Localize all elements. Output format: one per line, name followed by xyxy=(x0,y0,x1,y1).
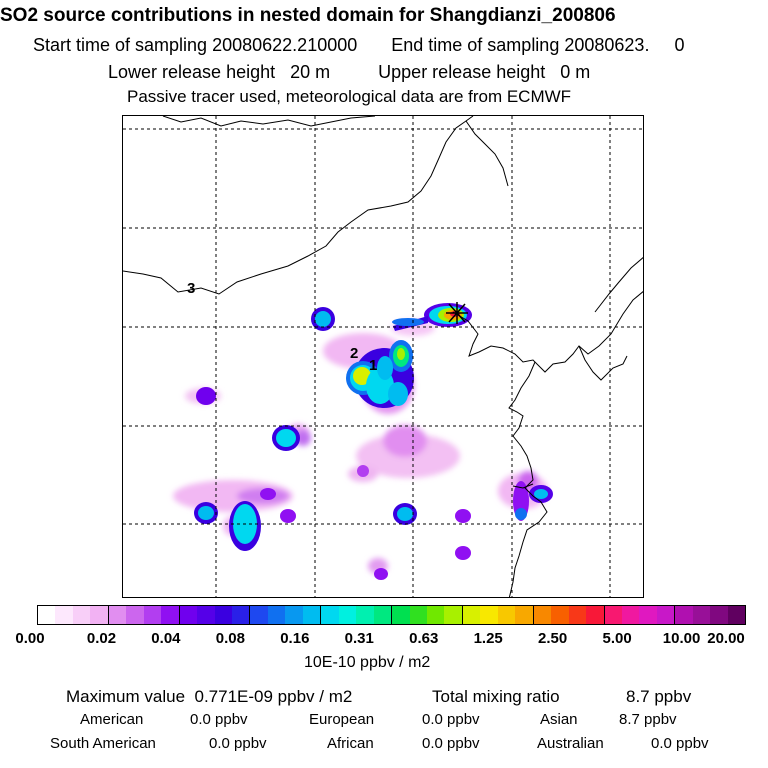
legend-swatch xyxy=(321,606,339,624)
end-label: End time of sampling xyxy=(391,35,560,55)
max-label: Maximum value xyxy=(66,687,186,706)
legend-swatch xyxy=(143,606,162,624)
page-title: SO2 source contributions in nested domai… xyxy=(0,5,616,26)
legend-swatch xyxy=(231,606,251,624)
legend-swatch xyxy=(55,606,73,624)
start-label: Start time of sampling xyxy=(33,35,208,55)
legend-swatch xyxy=(444,606,463,624)
tracer-note: Passive tracer used, meteorological data… xyxy=(127,87,572,106)
legend-swatch xyxy=(586,606,605,624)
lower-value: 20 m xyxy=(290,62,331,82)
max-value-row: Maximum value 0.771E-09 ppbv / m2 xyxy=(66,688,352,705)
legend-tick-label: 20.00 xyxy=(707,630,745,647)
legend-tick-label: 10.00 xyxy=(662,630,701,647)
legend-swatch xyxy=(727,606,746,624)
legend-swatch xyxy=(392,606,410,624)
legend-tick-label: 1.25 xyxy=(473,630,503,647)
end-value: 20080623. 0 xyxy=(564,35,685,55)
region-value: 0.0 ppbv xyxy=(651,735,709,752)
legend-swatch xyxy=(462,606,481,624)
map-panel: 3 2 1 xyxy=(122,115,644,598)
legend-swatch xyxy=(126,606,144,624)
region-value: 0.0 ppbv xyxy=(209,735,267,752)
legend-swatch xyxy=(250,606,268,624)
legend-swatch xyxy=(568,606,587,624)
legend-tick-label: 0.02 xyxy=(86,630,117,647)
legend-swatch xyxy=(604,606,622,624)
legend-swatch xyxy=(639,606,657,624)
coastlines xyxy=(123,116,643,597)
region-value: 0.0 ppbv xyxy=(190,711,248,728)
region-name: South American xyxy=(50,735,156,752)
legend-tick-label: 5.00 xyxy=(602,630,632,647)
region-name: European xyxy=(309,711,375,728)
total-label: Total mixing ratio xyxy=(432,687,560,706)
legend-swatch xyxy=(197,606,215,624)
legend-swatch xyxy=(515,606,534,624)
legend-swatch xyxy=(38,606,56,624)
legend-swatch xyxy=(533,606,552,624)
region-value: 0.0 ppbv xyxy=(422,711,480,728)
legend-swatch xyxy=(426,606,445,624)
legend-swatch xyxy=(179,606,198,624)
release-heights: Lower release height 20 m Upper release h… xyxy=(108,63,590,81)
grid-lines xyxy=(123,116,643,597)
max-value: 0.771E-09 ppbv / m2 xyxy=(194,687,353,706)
start-value: 20080622.210000 xyxy=(212,35,358,55)
legend-swatch xyxy=(710,606,728,624)
region-name: Australian xyxy=(537,735,604,752)
legend-swatch xyxy=(72,606,91,624)
legend-unit: 10E-10 ppbv / m2 xyxy=(304,654,431,671)
legend-swatch xyxy=(497,606,516,624)
region-name: Asian xyxy=(540,711,578,728)
legend-tick-label: 0.63 xyxy=(409,630,439,647)
total-value: 8.7 ppbv xyxy=(626,687,692,706)
legend-swatch xyxy=(267,606,286,624)
legend-swatch xyxy=(621,606,640,624)
legend-swatch xyxy=(356,606,374,624)
legend-swatch xyxy=(161,606,180,624)
station-label-1: 1 xyxy=(369,357,377,374)
legend-tick-label: 2.50 xyxy=(538,630,568,647)
legend-tick-label: 0.08 xyxy=(215,630,245,647)
legend-swatch xyxy=(108,606,127,624)
legend-tick-label: 0.16 xyxy=(280,630,310,647)
region-name: American xyxy=(80,711,144,728)
legend-swatch xyxy=(302,606,322,624)
station-label-3: 3 xyxy=(187,280,195,297)
hotspot-layer xyxy=(194,303,553,580)
color-legend-ticks: 0.00 0.02 0.04 0.08 0.16 0.31 0.63 1.25 2.50 5.00… xyxy=(0,630,768,647)
station-label-2: 2 xyxy=(350,345,358,362)
legend-swatch xyxy=(656,606,676,624)
region-value: 0.0 ppbv xyxy=(422,735,480,752)
upper-label: Upper release height xyxy=(378,62,546,82)
legend-swatch xyxy=(480,606,498,624)
legend-tick-label: 0.31 xyxy=(344,630,374,647)
legend-swatch xyxy=(675,606,693,624)
upper-value: 0 m xyxy=(560,62,591,82)
legend-swatch xyxy=(551,606,569,624)
legend-swatch xyxy=(90,606,109,624)
total-row: Total mixing ratio xyxy=(432,688,560,705)
legend-swatch xyxy=(285,606,303,624)
region-name: African xyxy=(327,735,374,752)
legend-tick-label: 0.00 xyxy=(15,630,45,647)
lower-label: Lower release height xyxy=(108,62,276,82)
sampling-times: Start time of sampling 20080622.210000 En… xyxy=(33,36,684,54)
legend-swatch xyxy=(214,606,232,624)
legend-swatch xyxy=(409,606,427,624)
region-value: 8.7 ppbv xyxy=(619,711,677,728)
legend-swatch xyxy=(692,606,711,624)
map-canvas: 3 2 1 xyxy=(123,116,643,597)
plume-layer xyxy=(173,320,548,574)
color-legend-bar xyxy=(37,605,746,625)
legend-swatch xyxy=(338,606,357,624)
legend-swatch xyxy=(373,606,393,624)
legend-tick-label: 0.04 xyxy=(151,630,181,647)
x-marker-icon xyxy=(446,302,468,324)
